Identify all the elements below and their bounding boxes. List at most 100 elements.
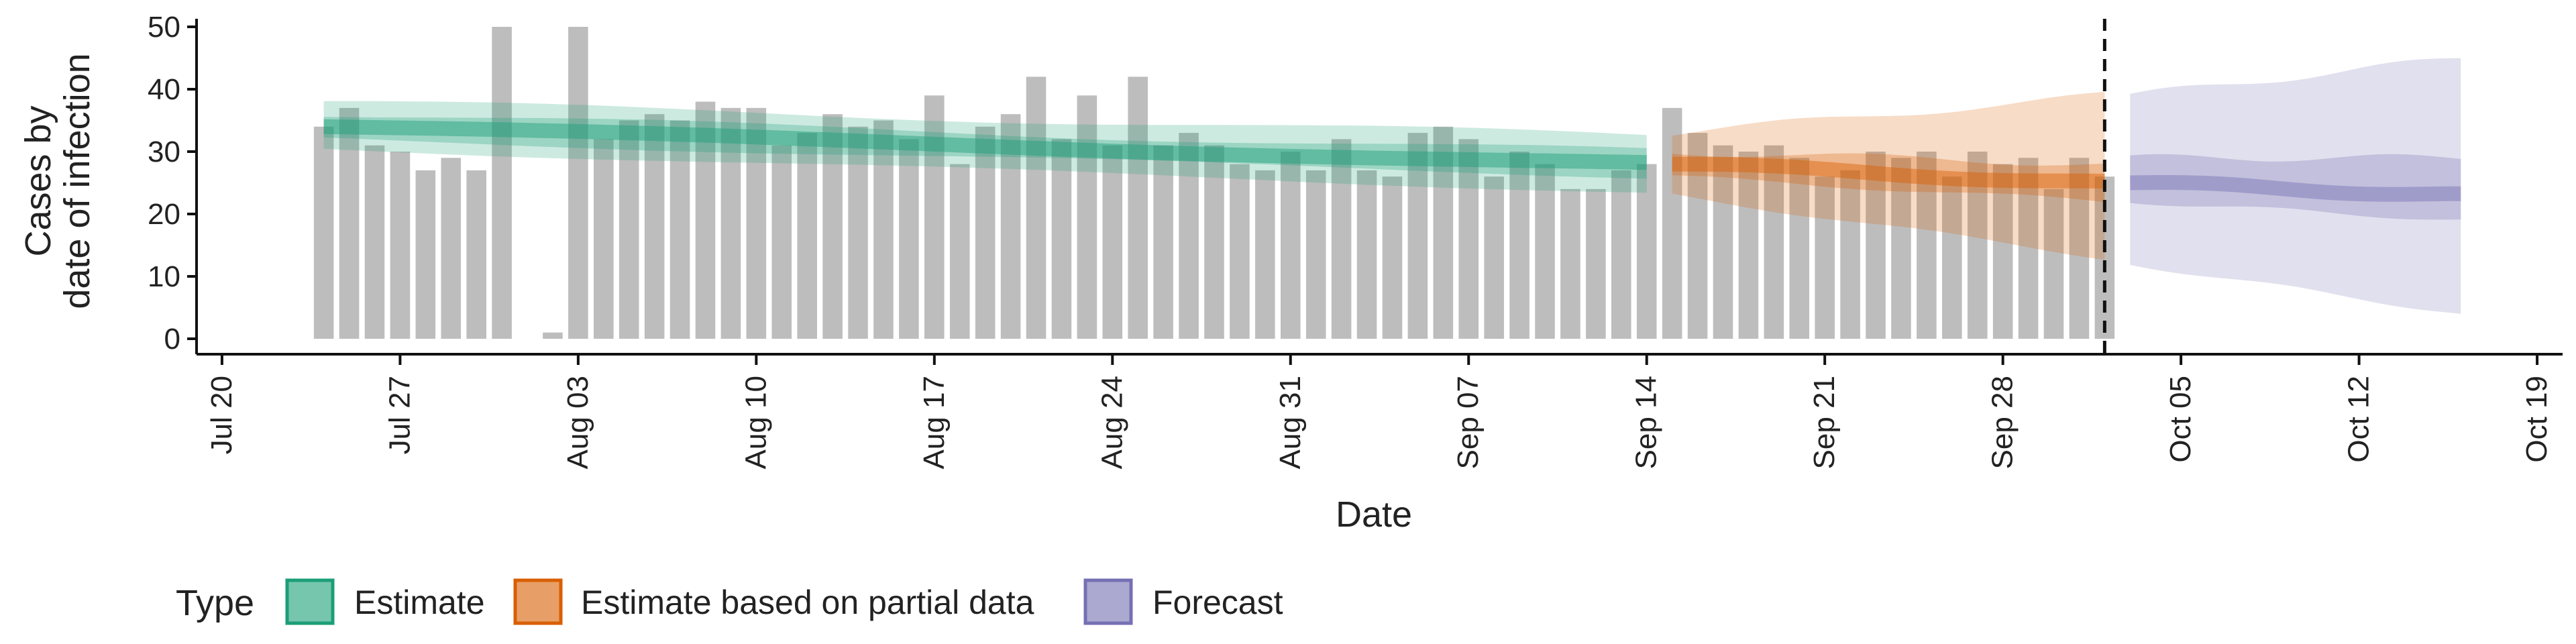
median-line: [323, 119, 1647, 170]
ci90-band: [2130, 58, 2461, 314]
legend-swatch: [513, 578, 563, 625]
bar: [1331, 139, 1352, 339]
bar: [594, 139, 614, 339]
median-line: [2130, 175, 2461, 202]
bar: [669, 120, 690, 339]
x-tick-label: Sep 21: [1808, 376, 1841, 469]
y-tick-label: 0: [164, 323, 180, 356]
bar: [1840, 170, 1860, 339]
bar: [1407, 133, 1428, 339]
bar: [1077, 95, 1097, 339]
bar: [1255, 170, 1275, 339]
bar: [1789, 158, 1810, 339]
bar: [1230, 164, 1250, 339]
ci50-band: [323, 117, 1647, 179]
x-tick-label: Oct 19: [2520, 376, 2553, 463]
legend-label: Forecast: [1152, 584, 1283, 621]
x-tick-label: Jul 27: [383, 376, 416, 454]
bar: [1509, 152, 1529, 339]
bar: [644, 114, 665, 339]
x-tick-label: Aug 24: [1095, 376, 1128, 469]
bar: [441, 158, 462, 339]
bar: [1000, 114, 1021, 339]
y-tick-label: 20: [148, 198, 180, 231]
bar: [899, 139, 919, 339]
x-tick-label: Oct 12: [2343, 376, 2375, 463]
legend: Type Estimate Estimate based on partial da…: [176, 578, 1283, 625]
bar: [1611, 170, 1631, 339]
x-tick-label: Sep 28: [1986, 376, 2019, 469]
ci50-band: [2130, 154, 2461, 220]
x-tick-label: Aug 10: [739, 376, 772, 469]
bar: [1764, 145, 1784, 339]
bar: [720, 107, 741, 339]
bar: [390, 152, 411, 339]
x-tick-label: Oct 05: [2164, 376, 2197, 463]
bar: [924, 95, 945, 339]
bar: [2018, 158, 2039, 339]
bar: [619, 120, 639, 339]
labels-layer: 0 10 20 30 40 50 Jul 20 Jul 27 Aug 03 Aug 10 Aug 1…: [18, 11, 2553, 535]
bar: [1484, 176, 1504, 339]
x-tick-label: Jul 20: [205, 376, 238, 454]
bar: [1179, 133, 1199, 339]
legend-swatch: [285, 578, 335, 625]
y-tick-label: 10: [148, 260, 180, 293]
legend-label: Estimate based on partial data: [581, 584, 1034, 621]
x-tick-label: Sep 14: [1630, 376, 1663, 469]
bands-layer: [323, 58, 2461, 314]
bar: [1382, 176, 1403, 339]
bar: [1153, 145, 1173, 339]
bar: [771, 145, 792, 339]
bar: [568, 27, 588, 339]
bar: [1815, 176, 1835, 339]
x-tick-label: Aug 31: [1274, 376, 1307, 469]
bar: [1305, 170, 1326, 339]
bar: [848, 126, 868, 339]
bar: [1713, 145, 1733, 339]
ci50-band: [1672, 153, 2105, 202]
y-tick-label: 30: [148, 136, 180, 168]
bar: [1687, 133, 1708, 339]
bar: [1662, 107, 1682, 339]
bar: [1204, 145, 1224, 339]
bar: [1280, 152, 1301, 339]
bar: [695, 101, 716, 339]
bars-layer: [313, 27, 2115, 339]
bar: [1942, 176, 1962, 339]
x-tick-label: Aug 03: [561, 376, 594, 469]
y-axis-title-line: Cases by: [18, 105, 58, 256]
bar: [1458, 139, 1479, 339]
bar: [415, 170, 436, 339]
bar: [313, 126, 334, 339]
x-tick-label: Aug 17: [918, 376, 951, 469]
y-axis-title: Cases bydate of infection: [18, 53, 97, 309]
bar: [1560, 189, 1580, 339]
x-axis-title: Date: [1336, 494, 1412, 535]
y-tick-label: 50: [148, 11, 180, 44]
y-tick-label: 40: [148, 73, 180, 106]
bar: [1917, 152, 1937, 339]
bar: [364, 145, 385, 339]
bar: [339, 107, 360, 339]
axes-layer: [187, 19, 2563, 365]
x-tick-label: Sep 07: [1452, 376, 1485, 469]
bar: [492, 27, 512, 339]
bar: [1128, 76, 1148, 339]
bar: [1992, 164, 2013, 339]
bar: [1866, 152, 1886, 339]
y-axis-title-line: date of infection: [57, 53, 97, 309]
bar: [1433, 126, 1454, 339]
bar: [1051, 139, 1072, 339]
bar: [1026, 76, 1046, 339]
bar: [975, 126, 996, 339]
bar: [1102, 145, 1123, 339]
bar: [2043, 189, 2064, 339]
bar: [873, 120, 894, 339]
ci90-band: [323, 101, 1647, 193]
median-line: [1672, 156, 2105, 189]
bar: [1967, 152, 1988, 339]
bar: [466, 170, 486, 339]
